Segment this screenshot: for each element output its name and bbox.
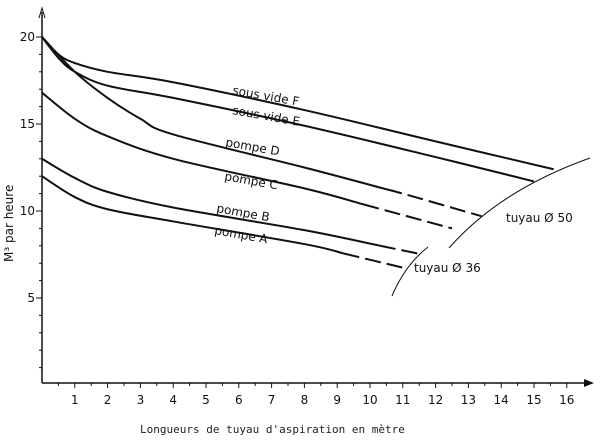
- x-tick-label: 3: [137, 393, 145, 407]
- x-tick-label: 15: [526, 393, 541, 407]
- curves: [41, 36, 554, 270]
- y-tick-label: 20: [20, 30, 35, 44]
- x-tick-label: 12: [428, 393, 443, 407]
- hose-curve-50: [448, 157, 591, 249]
- series-dashed-2: [386, 188, 482, 218]
- x-tick-label: 8: [301, 393, 309, 407]
- series-dashed-3: [363, 203, 453, 230]
- series-label-b: pompe B: [215, 201, 270, 224]
- series-label-c: pompe C: [223, 169, 278, 192]
- x-tick-label: 5: [202, 393, 210, 407]
- series-dashed-4: [379, 244, 423, 256]
- x-tick-label: 7: [268, 393, 276, 407]
- series-line-2: [41, 36, 387, 191]
- x-tick-label: 6: [235, 393, 243, 407]
- x-axis-arrow: [584, 379, 594, 387]
- y-axis-arrow: [38, 6, 46, 19]
- series-label-a: pompe A: [213, 223, 269, 246]
- annotation-tuyau-36: tuyau Ø 36: [414, 261, 481, 275]
- x-tick-label: 14: [494, 393, 509, 407]
- x-tick-label: 16: [559, 393, 574, 407]
- series-dashed-5: [343, 252, 407, 270]
- series-line-0: [41, 36, 554, 171]
- series-line-5: [41, 175, 344, 255]
- x-tick-label: 1: [71, 393, 79, 407]
- y-tick-label: 10: [20, 204, 35, 218]
- series-line-4: [41, 157, 381, 247]
- hose-curve-36: [391, 246, 429, 297]
- x-tick-label: 2: [104, 393, 112, 407]
- x-tick-label: 10: [362, 393, 377, 407]
- x-axis-label: Longueurs de tuyau d'aspiration en mètre: [140, 423, 405, 436]
- x-tick-label: 4: [169, 393, 177, 407]
- x-tick-label: 11: [395, 393, 410, 407]
- y-tick-label: 5: [27, 291, 35, 305]
- x-tick-label: 9: [333, 393, 341, 407]
- y-axis-label: M³ par heure: [2, 185, 16, 262]
- series-line-3: [41, 91, 364, 206]
- annotation-tuyau-50: tuyau Ø 50: [506, 211, 573, 225]
- x-tick-label: 13: [461, 393, 476, 407]
- series-line-1: [41, 36, 535, 183]
- y-tick-label: 15: [20, 117, 35, 131]
